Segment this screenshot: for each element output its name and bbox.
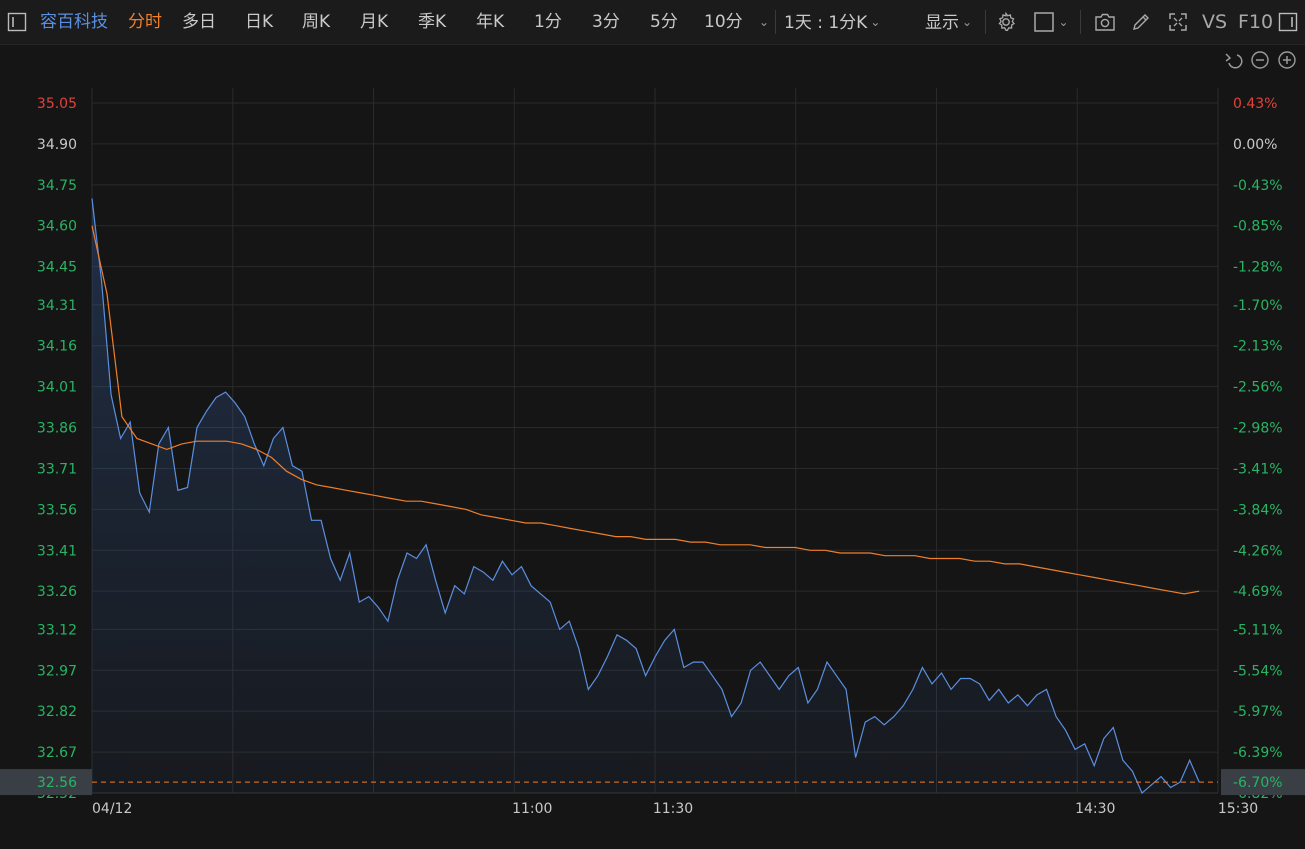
y-left-tick-label: 34.01 [37,380,77,396]
tab-weekly-k[interactable]: 周K [302,12,331,32]
y-right-tick-label: -5.97% [1233,704,1283,720]
panel-right-icon[interactable] [1276,8,1300,36]
y-left-tick-label: 33.26 [37,584,77,600]
chart-plot-area [91,198,1218,794]
x-tick-label: 14:30 [1075,801,1115,817]
price-area [92,198,1200,793]
y-left-tick-label: 32.67 [37,745,77,761]
y-right-tick-label: -6.39% [1233,745,1283,761]
tab-quarterly-k[interactable]: 季K [418,12,447,32]
y-left-tick-label: 34.31 [37,298,77,314]
sidebar-toggle-icon[interactable] [6,8,28,36]
divider [985,10,986,34]
y-right-tick-label: -1.70% [1233,298,1283,314]
range-selector-label: 1天 : 1分K [784,13,868,33]
y-left-tick-label: 34.60 [37,219,77,235]
chart-axes: 35.05 0.43% 34.90 0.00% 34.75 -0.43% 34.60 -0.8… [0,96,1305,817]
display-dropdown[interactable]: 显示 ⌄ [925,0,972,44]
undo-icon[interactable] [1225,53,1243,69]
stock-name[interactable]: 容百科技 [40,12,108,32]
y-right-tick-label: -2.98% [1233,421,1283,437]
y-right-tick-label: -0.43% [1233,178,1283,194]
tab-5min[interactable]: 5分 [650,12,678,32]
current-price-label: 32.56 [37,775,77,791]
chevron-down-icon: ⌄ [1058,15,1069,29]
intraday-chart-svg[interactable]: 35.05 0.43% 34.90 0.00% 34.75 -0.43% 34.60 -0.8… [0,45,1305,845]
intraday-chart[interactable]: 35.05 0.43% 34.90 0.00% 34.75 -0.43% 34.60 -0.8… [0,45,1305,845]
y-left-tick-label: 34.16 [37,339,77,355]
tab-daily-k[interactable]: 日K [245,12,274,32]
tab-3min[interactable]: 3分 [592,12,620,32]
y-left-tick-label: 33.56 [37,502,77,518]
tab-multi-day[interactable]: 多日 [182,12,216,32]
camera-icon[interactable] [1092,8,1118,36]
f10-button[interactable]: F10 [1238,11,1274,33]
x-tick-label: 15:30 [1218,801,1258,817]
y-right-tick-label: -3.41% [1233,461,1283,477]
tab-yearly-k[interactable]: 年K [476,12,505,32]
fullscreen-icon[interactable] [1165,8,1191,36]
square-checkbox-icon[interactable]: ⌄ [1032,8,1070,36]
y-left-tick-label: 34.45 [37,260,77,276]
vs-compare-button[interactable]: VS [1202,11,1228,33]
y-right-tick-label: -2.56% [1233,380,1283,396]
y-right-tick-label: 0.43% [1233,96,1277,112]
y-right-tick-label: -5.11% [1233,622,1283,638]
tab-10min[interactable]: 10分 [704,12,743,32]
settings-gear-icon[interactable] [994,8,1018,36]
x-tick-label: 04/12 [92,801,132,817]
current-change-tag [1221,769,1305,796]
divider [1080,10,1081,34]
y-left-tick-label: 34.75 [37,178,77,194]
current-change-label: -6.70% [1233,775,1283,791]
y-left-tick-label: 33.86 [37,421,77,437]
range-selector[interactable]: 1天 : 1分K ⌄ [784,0,880,44]
y-left-tick-label: 32.97 [37,663,77,679]
tab-intraday[interactable]: 分时 [128,12,162,32]
display-label: 显示 [925,13,959,33]
x-tick-label: 11:30 [653,801,693,817]
y-right-tick-label: -3.84% [1233,502,1283,518]
y-right-tick-label: -4.69% [1233,584,1283,600]
chart-zoom-controls [1225,51,1296,69]
zoom-in-icon[interactable] [1278,51,1296,69]
pencil-draw-icon[interactable] [1128,8,1154,36]
y-right-tick-label: -2.13% [1233,339,1283,355]
x-tick-label: 11:00 [512,801,552,817]
y-right-tick-label: 0.00% [1233,137,1277,153]
y-left-tick-label: 34.90 [37,137,77,153]
y-right-tick-label: -4.26% [1233,543,1283,559]
y-left-tick-label: 35.05 [37,96,77,112]
current-price-tag [0,769,92,796]
toolbar: 容百科技 分时 多日 日K 周K 月K 季K 年K 1分 3分 5分 10分 ⌄… [0,0,1305,45]
chevron-down-icon: ⌄ [759,15,770,29]
chevron-down-icon: ⌄ [870,15,881,29]
y-right-tick-label: -1.28% [1233,260,1283,276]
period-more-dropdown[interactable]: ⌄ [756,0,769,44]
divider [775,10,776,34]
tab-1min[interactable]: 1分 [534,12,562,32]
price-line [91,198,1200,794]
tab-monthly-k[interactable]: 月K [360,12,389,32]
y-left-tick-label: 33.41 [37,543,77,559]
y-right-tick-label: -0.85% [1233,219,1283,235]
chevron-down-icon: ⌄ [962,15,973,29]
y-right-tick-label: -5.54% [1233,663,1283,679]
y-left-tick-label: 33.71 [37,461,77,477]
y-left-tick-label: 33.12 [37,622,77,638]
zoom-out-icon[interactable] [1251,51,1269,69]
y-left-tick-label: 32.82 [37,704,77,720]
avg-price-line [91,225,1200,595]
